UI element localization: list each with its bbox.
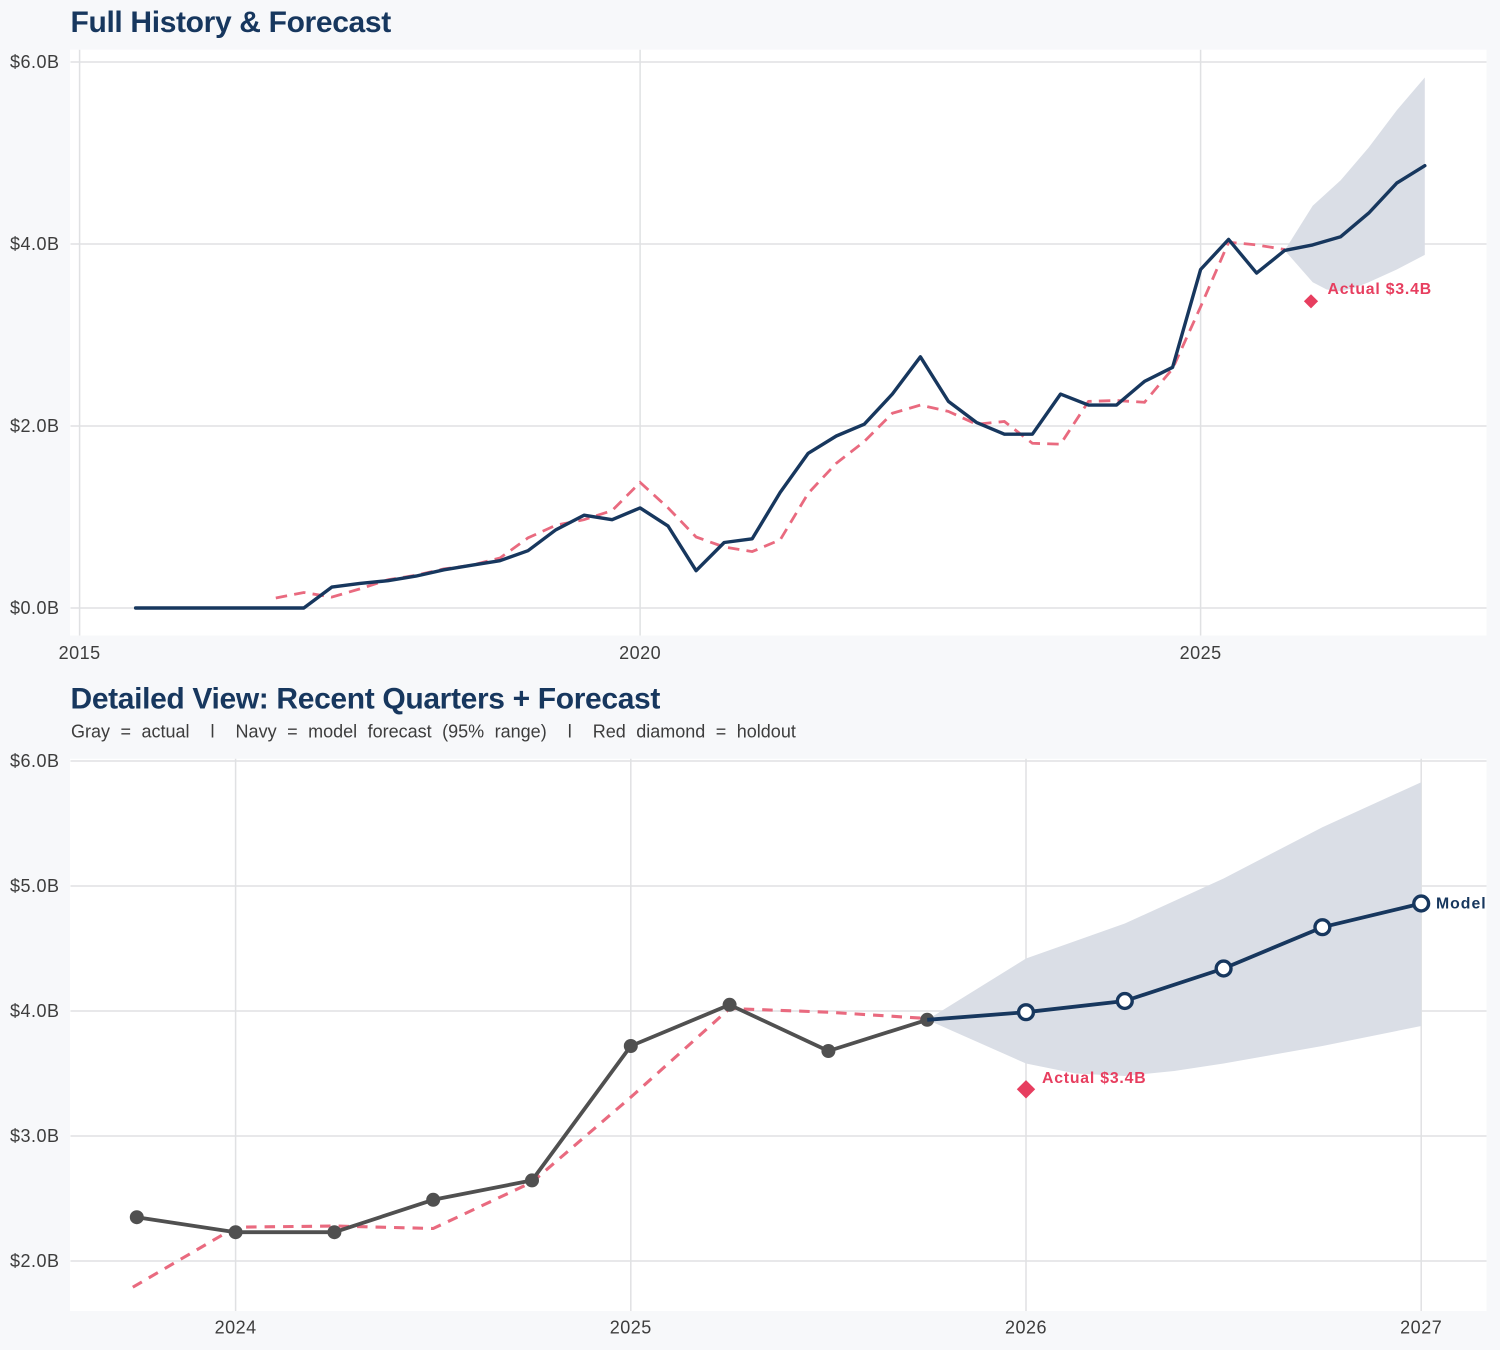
svg-text:2026: 2026 [1005,1317,1047,1337]
svg-text:Model: Model [1436,896,1487,913]
svg-text:$0.0B: $0.0B [10,598,60,618]
svg-text:Full History & Forecast: Full History & Forecast [71,6,392,39]
svg-text:$2.0B: $2.0B [10,1251,60,1271]
svg-text:Actual $3.4B: Actual $3.4B [1328,281,1432,298]
svg-text:2025: 2025 [1180,643,1222,663]
svg-text:2024: 2024 [215,1317,257,1337]
svg-text:Detailed View: Recent Quarters: Detailed View: Recent Quarters + Forecas… [71,682,661,715]
svg-text:$2.0B: $2.0B [10,416,60,436]
svg-text:2015: 2015 [59,643,101,663]
svg-text:$5.0B: $5.0B [10,876,60,896]
svg-text:$4.0B: $4.0B [10,234,60,254]
svg-text:$6.0B: $6.0B [10,52,60,72]
svg-text:$4.0B: $4.0B [10,1001,60,1021]
svg-text:Gray = actual l Navy = model: Gray = actual l Navy = model forecast (9… [71,721,796,741]
svg-text:2025: 2025 [610,1317,652,1337]
svg-text:2027: 2027 [1400,1317,1442,1337]
svg-text:$3.0B: $3.0B [10,1126,60,1146]
svg-text:2020: 2020 [619,643,661,663]
svg-text:Actual $3.4B: Actual $3.4B [1042,1070,1146,1087]
svg-text:$6.0B: $6.0B [10,751,60,771]
